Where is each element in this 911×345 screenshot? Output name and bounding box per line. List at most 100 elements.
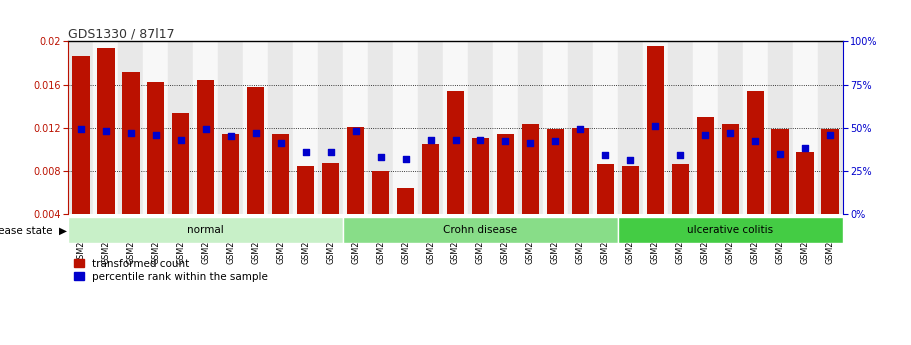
Point bbox=[523, 140, 537, 146]
Point bbox=[473, 137, 487, 142]
Bar bbox=[318, 41, 343, 214]
Bar bbox=[143, 41, 169, 214]
Bar bbox=[543, 41, 568, 214]
Bar bbox=[522, 125, 539, 214]
Bar bbox=[547, 129, 564, 214]
Point bbox=[398, 156, 413, 161]
Point bbox=[548, 139, 563, 144]
Bar bbox=[393, 41, 418, 214]
Bar bbox=[293, 41, 318, 214]
Bar bbox=[643, 41, 668, 214]
Bar bbox=[343, 41, 368, 214]
Bar bbox=[742, 41, 768, 214]
Point bbox=[374, 154, 388, 160]
Bar bbox=[618, 41, 643, 214]
Point bbox=[673, 152, 688, 158]
Point bbox=[298, 149, 312, 155]
Bar bbox=[368, 41, 393, 214]
Point bbox=[98, 128, 113, 134]
Bar bbox=[247, 87, 264, 214]
Bar bbox=[518, 41, 543, 214]
Point bbox=[249, 130, 263, 136]
Text: ulcerative colitis: ulcerative colitis bbox=[687, 225, 773, 235]
Bar bbox=[418, 41, 443, 214]
Point bbox=[573, 127, 588, 132]
Bar bbox=[722, 125, 739, 214]
Bar bbox=[97, 48, 115, 214]
Bar bbox=[446, 91, 465, 214]
Bar bbox=[68, 217, 343, 243]
Bar bbox=[118, 41, 143, 214]
Bar bbox=[692, 41, 718, 214]
Bar bbox=[818, 41, 843, 214]
Bar bbox=[671, 164, 689, 214]
Point bbox=[173, 137, 188, 142]
Bar bbox=[493, 41, 518, 214]
Point bbox=[648, 123, 662, 129]
Bar bbox=[472, 138, 489, 214]
Bar bbox=[822, 129, 839, 214]
Bar bbox=[718, 41, 742, 214]
Bar bbox=[122, 71, 139, 214]
Bar bbox=[169, 41, 193, 214]
Point bbox=[199, 127, 213, 132]
Point bbox=[623, 158, 638, 163]
Bar bbox=[297, 167, 314, 214]
Legend: transformed count, percentile rank within the sample: transformed count, percentile rank withi… bbox=[74, 259, 268, 282]
Point bbox=[498, 139, 513, 144]
Point bbox=[723, 130, 738, 136]
Point bbox=[148, 132, 163, 137]
Text: disease state  ▶: disease state ▶ bbox=[0, 225, 67, 235]
Bar bbox=[197, 80, 214, 214]
Point bbox=[273, 140, 288, 146]
Bar bbox=[193, 41, 219, 214]
Bar bbox=[172, 112, 189, 214]
Bar bbox=[468, 41, 493, 214]
Bar bbox=[572, 128, 589, 214]
Bar bbox=[397, 188, 415, 214]
Bar bbox=[268, 41, 293, 214]
Point bbox=[424, 137, 438, 142]
Point bbox=[348, 128, 363, 134]
Point bbox=[798, 146, 813, 151]
Point bbox=[448, 137, 463, 142]
Bar bbox=[772, 129, 789, 214]
Bar bbox=[568, 41, 593, 214]
Bar bbox=[621, 167, 640, 214]
Bar bbox=[746, 91, 764, 214]
Text: GDS1330 / 87l17: GDS1330 / 87l17 bbox=[68, 27, 175, 40]
Bar bbox=[618, 217, 843, 243]
Point bbox=[773, 151, 787, 156]
Bar bbox=[793, 41, 818, 214]
Bar bbox=[796, 152, 814, 214]
Bar bbox=[668, 41, 692, 214]
Bar bbox=[372, 171, 389, 214]
Bar bbox=[271, 134, 290, 214]
Text: Crohn disease: Crohn disease bbox=[444, 225, 517, 235]
Point bbox=[748, 139, 763, 144]
Bar bbox=[443, 41, 468, 214]
Bar bbox=[597, 164, 614, 214]
Text: normal: normal bbox=[188, 225, 224, 235]
Point bbox=[223, 134, 238, 139]
Point bbox=[323, 149, 338, 155]
Bar bbox=[593, 41, 618, 214]
Bar bbox=[222, 134, 240, 214]
Bar bbox=[422, 144, 439, 214]
Bar bbox=[768, 41, 793, 214]
Point bbox=[124, 130, 138, 136]
Point bbox=[823, 132, 837, 137]
Bar bbox=[322, 163, 339, 214]
Bar bbox=[93, 41, 118, 214]
Point bbox=[74, 127, 88, 132]
Bar bbox=[243, 41, 268, 214]
Bar bbox=[219, 41, 243, 214]
Bar bbox=[496, 134, 514, 214]
Bar bbox=[347, 127, 364, 214]
Bar bbox=[647, 46, 664, 214]
Bar bbox=[343, 217, 618, 243]
Bar bbox=[72, 56, 89, 214]
Bar bbox=[68, 41, 93, 214]
Point bbox=[698, 132, 712, 137]
Bar bbox=[147, 82, 165, 214]
